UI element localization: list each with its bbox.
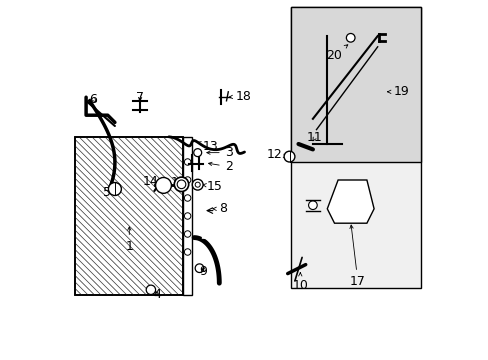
Text: 18: 18 (229, 90, 251, 103)
Text: 3: 3 (206, 146, 232, 159)
Circle shape (184, 213, 190, 219)
Circle shape (184, 195, 190, 201)
Text: 5: 5 (103, 186, 117, 199)
Circle shape (177, 180, 185, 189)
Circle shape (193, 149, 201, 157)
Circle shape (184, 159, 190, 165)
Text: 4: 4 (153, 288, 161, 301)
Text: 17: 17 (349, 225, 365, 288)
Bar (75, 137, 183, 295)
Circle shape (184, 177, 190, 183)
Circle shape (284, 151, 294, 162)
Text: 7: 7 (136, 91, 144, 104)
Circle shape (192, 179, 203, 190)
Text: 1: 1 (125, 227, 133, 253)
Circle shape (195, 182, 200, 187)
Polygon shape (326, 180, 373, 223)
Bar (75, 137, 183, 295)
Circle shape (308, 201, 317, 210)
Circle shape (184, 249, 190, 255)
Bar (291, 7, 420, 162)
Text: 8: 8 (213, 202, 227, 215)
Text: 2: 2 (208, 160, 232, 173)
Bar (183, 137, 192, 295)
Circle shape (146, 285, 155, 294)
Circle shape (184, 231, 190, 237)
Circle shape (174, 177, 188, 192)
Text: 9: 9 (199, 265, 206, 278)
Text: 13: 13 (197, 140, 219, 153)
Text: 12: 12 (266, 148, 286, 161)
Circle shape (155, 177, 171, 193)
Text: 11: 11 (306, 131, 322, 144)
Text: 15: 15 (203, 180, 223, 193)
Text: 16: 16 (171, 176, 186, 189)
Circle shape (346, 33, 354, 42)
Text: 6: 6 (89, 93, 97, 105)
Bar (291, 7, 420, 288)
Text: 19: 19 (387, 85, 409, 98)
Text: 14: 14 (142, 175, 161, 188)
Circle shape (108, 183, 121, 195)
Text: 20: 20 (325, 45, 347, 62)
Text: 10: 10 (292, 273, 307, 292)
